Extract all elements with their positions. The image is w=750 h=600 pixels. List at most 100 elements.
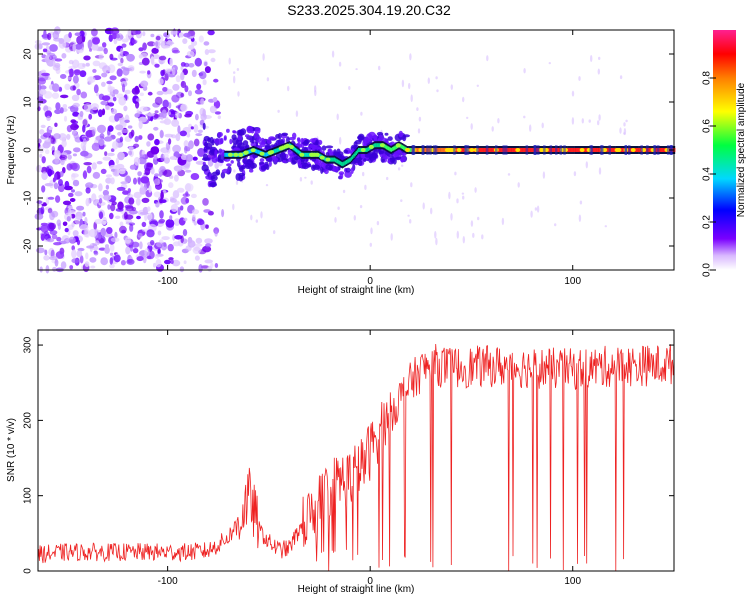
noise-cell (168, 109, 176, 118)
halo-cell (324, 169, 329, 175)
noise-cell (118, 96, 127, 106)
noise-cell (89, 76, 93, 85)
noise-cell (110, 237, 120, 243)
halo-cell (301, 163, 310, 170)
noise-cell (155, 35, 161, 41)
ridge-cell (417, 148, 419, 152)
noise-cell (76, 35, 83, 45)
colorbar-tick-label: 0.6 (702, 119, 713, 133)
noise-cell (93, 251, 99, 256)
ridge-spur (502, 145, 505, 155)
ridge-cell (443, 148, 445, 152)
faint-cell (571, 117, 575, 125)
ridge-cell (571, 148, 574, 152)
ridge-cell (507, 148, 509, 152)
noise-cell (41, 171, 48, 180)
ridge-speckle (579, 148, 585, 152)
noise-cell (162, 99, 169, 109)
faint-cell (598, 167, 602, 175)
halo-cell (387, 136, 393, 142)
noise-cell (44, 110, 53, 119)
noise-cell (141, 221, 147, 228)
noise-cell (128, 197, 135, 205)
noise-cell (195, 237, 203, 244)
halo-cell (395, 156, 403, 160)
faint-cell (456, 230, 459, 239)
x-tick-label: 100 (564, 576, 581, 587)
ridge-spur (628, 145, 631, 155)
noise-cell (131, 39, 137, 45)
halo-cell (402, 134, 410, 138)
ridge-cell (596, 148, 598, 152)
noise-cell (195, 133, 203, 137)
noise-cell (109, 243, 115, 252)
ridge-cell (334, 158, 337, 163)
noise-cell (72, 85, 76, 91)
ridge-cell (354, 152, 356, 157)
faint-cell (397, 167, 401, 171)
noise-cell (163, 118, 172, 125)
ridge-cell (578, 148, 580, 152)
noise-cell (217, 115, 221, 120)
ridge-speckle (360, 148, 366, 152)
faint-cell (530, 210, 533, 218)
noise-cell (154, 110, 159, 114)
noise-cell (123, 105, 128, 112)
noise-cell (169, 156, 177, 160)
noise-cell (105, 174, 113, 178)
ridge-cell (358, 148, 360, 152)
noise-cell (174, 174, 179, 182)
faint-cell (233, 75, 236, 84)
faint-cell (474, 187, 477, 193)
noise-cell (205, 243, 212, 248)
faint-cell (619, 75, 623, 80)
faint-cell (573, 171, 577, 177)
noise-cell (127, 29, 132, 36)
noise-cell (98, 183, 103, 192)
noise-cell (165, 219, 175, 228)
ridge-cell (331, 157, 333, 162)
ridge-cell (597, 148, 599, 152)
noise-cell (85, 198, 90, 207)
ridge-cell (351, 155, 354, 160)
ridge-cell (350, 156, 353, 161)
halo-cell (296, 137, 301, 142)
ridge-cell (258, 150, 260, 155)
noise-cell (190, 193, 197, 199)
faint-cell (534, 207, 538, 211)
faint-cell (339, 136, 342, 145)
noise-cell (60, 74, 67, 79)
noise-cell (167, 111, 172, 116)
halo-cell (339, 172, 344, 180)
faint-cell (266, 77, 270, 82)
ridge-cell (366, 147, 368, 152)
ridge-cell (255, 149, 258, 154)
faint-cell (571, 90, 575, 97)
faint-cell (417, 128, 421, 134)
noise-cell (160, 242, 168, 251)
noise-cell (56, 219, 62, 227)
noise-cell (182, 193, 190, 198)
noise-cell (210, 262, 214, 269)
noise-cell (134, 85, 140, 94)
ridge-cell (524, 148, 526, 152)
ridge-cell (489, 148, 491, 152)
noise-cell (114, 231, 118, 239)
ridge-cell (480, 148, 483, 152)
noise-cell (202, 245, 212, 253)
faint-cell (260, 211, 263, 219)
ridge-speckle (285, 143, 291, 148)
ridge-spur (608, 145, 611, 155)
ridge-cell (330, 157, 332, 162)
noise-cell (122, 67, 130, 76)
ridge-cell (637, 148, 639, 152)
noise-cell (110, 203, 116, 212)
ridge-speckle (278, 146, 284, 151)
noise-cell (76, 88, 81, 96)
ridge-cell (276, 148, 278, 153)
halo-cell (204, 141, 208, 148)
ridge-cell (569, 148, 571, 152)
noise-cell (193, 138, 200, 147)
ridge-cell (523, 148, 525, 152)
noise-cell (192, 246, 202, 255)
